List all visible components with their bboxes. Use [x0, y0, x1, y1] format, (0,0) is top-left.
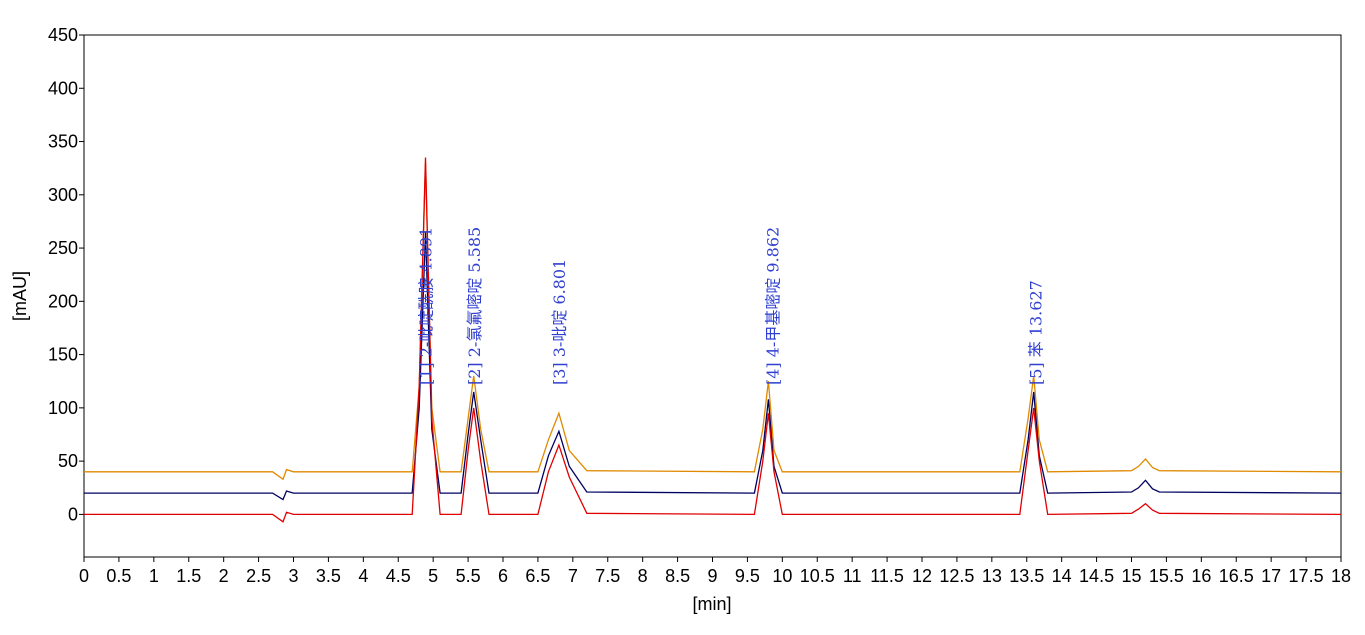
x-tick-label: 0: [79, 566, 89, 586]
x-tick-label: 7.5: [595, 566, 620, 586]
x-tick-label: 12: [912, 566, 932, 586]
y-tick-label: 450: [48, 25, 78, 45]
x-tick-label: 16: [1191, 566, 1211, 586]
x-tick-label: 11.5: [870, 566, 904, 586]
x-tick-label: 13.5: [1009, 566, 1044, 586]
x-tick-label: 3: [288, 566, 298, 586]
x-tick-label: 12.5: [939, 566, 974, 586]
x-tick-label: 1.5: [176, 566, 201, 586]
y-tick-label: 400: [48, 78, 78, 98]
y-tick-label: 0: [68, 504, 78, 524]
x-tick-label: 3.5: [316, 566, 341, 586]
x-tick-label: 17: [1261, 566, 1281, 586]
x-tick-label: 9: [707, 566, 717, 586]
plot-frame: [83, 34, 1342, 558]
x-tick-label: 6.5: [525, 566, 550, 586]
x-tick-label: 6: [498, 566, 508, 586]
x-tick-label: 5.5: [456, 566, 481, 586]
y-tick-label: 250: [48, 238, 78, 258]
x-tick-label: 17.5: [1289, 566, 1324, 586]
peak-label: [2] 2-氯氟嘧啶 5.585: [465, 227, 484, 385]
y-tick-label: 50: [58, 451, 78, 471]
x-tick-label: 0.5: [106, 566, 131, 586]
x-tick-label: 18: [1331, 566, 1351, 586]
x-tick-label: 9.5: [735, 566, 760, 586]
x-tick-label: 2: [219, 566, 229, 586]
x-tick-label: 4: [358, 566, 368, 586]
x-tick-label: 2.5: [246, 566, 271, 586]
x-tick-label: 1: [149, 566, 159, 586]
peak-label: [4] 4-甲基嘧啶 9.862: [764, 227, 783, 385]
y-tick-label: 300: [48, 185, 78, 205]
x-tick-label: 13: [982, 566, 1002, 586]
x-tick-label: 8: [638, 566, 648, 586]
series-line: [84, 162, 1342, 481]
x-tick-label: 10: [772, 566, 792, 586]
x-tick-label: 11: [843, 566, 862, 586]
x-tick-label: 16.5: [1219, 566, 1254, 586]
series-line: [84, 232, 1342, 501]
x-tick-label: 14.5: [1079, 566, 1114, 586]
x-tick-label: 4.5: [386, 566, 411, 586]
x-tick-label: 7: [568, 566, 578, 586]
x-axis-label: [min]: [692, 594, 731, 614]
x-tick-label: 5: [428, 566, 438, 586]
series-line: [84, 157, 1342, 523]
y-tick-label: 100: [48, 398, 78, 418]
peak-label: [3] 3-吡啶 6.801: [550, 259, 569, 385]
x-tick-label: 15: [1121, 566, 1141, 586]
y-tick-label: 150: [48, 345, 78, 365]
peak-label: [5] 苯 13.627: [1027, 280, 1046, 385]
y-tick-label: 350: [48, 132, 78, 152]
x-tick-label: 15.5: [1149, 566, 1184, 586]
x-tick-label: 8.5: [665, 566, 690, 586]
peak-label: [1] 2-吡啶酰胺 4.891: [417, 227, 436, 385]
x-tick-label: 14: [1052, 566, 1072, 586]
x-tick-label: 10.5: [800, 566, 835, 586]
y-tick-label: 200: [48, 291, 78, 311]
y-axis-label: [mAU]: [10, 271, 30, 321]
